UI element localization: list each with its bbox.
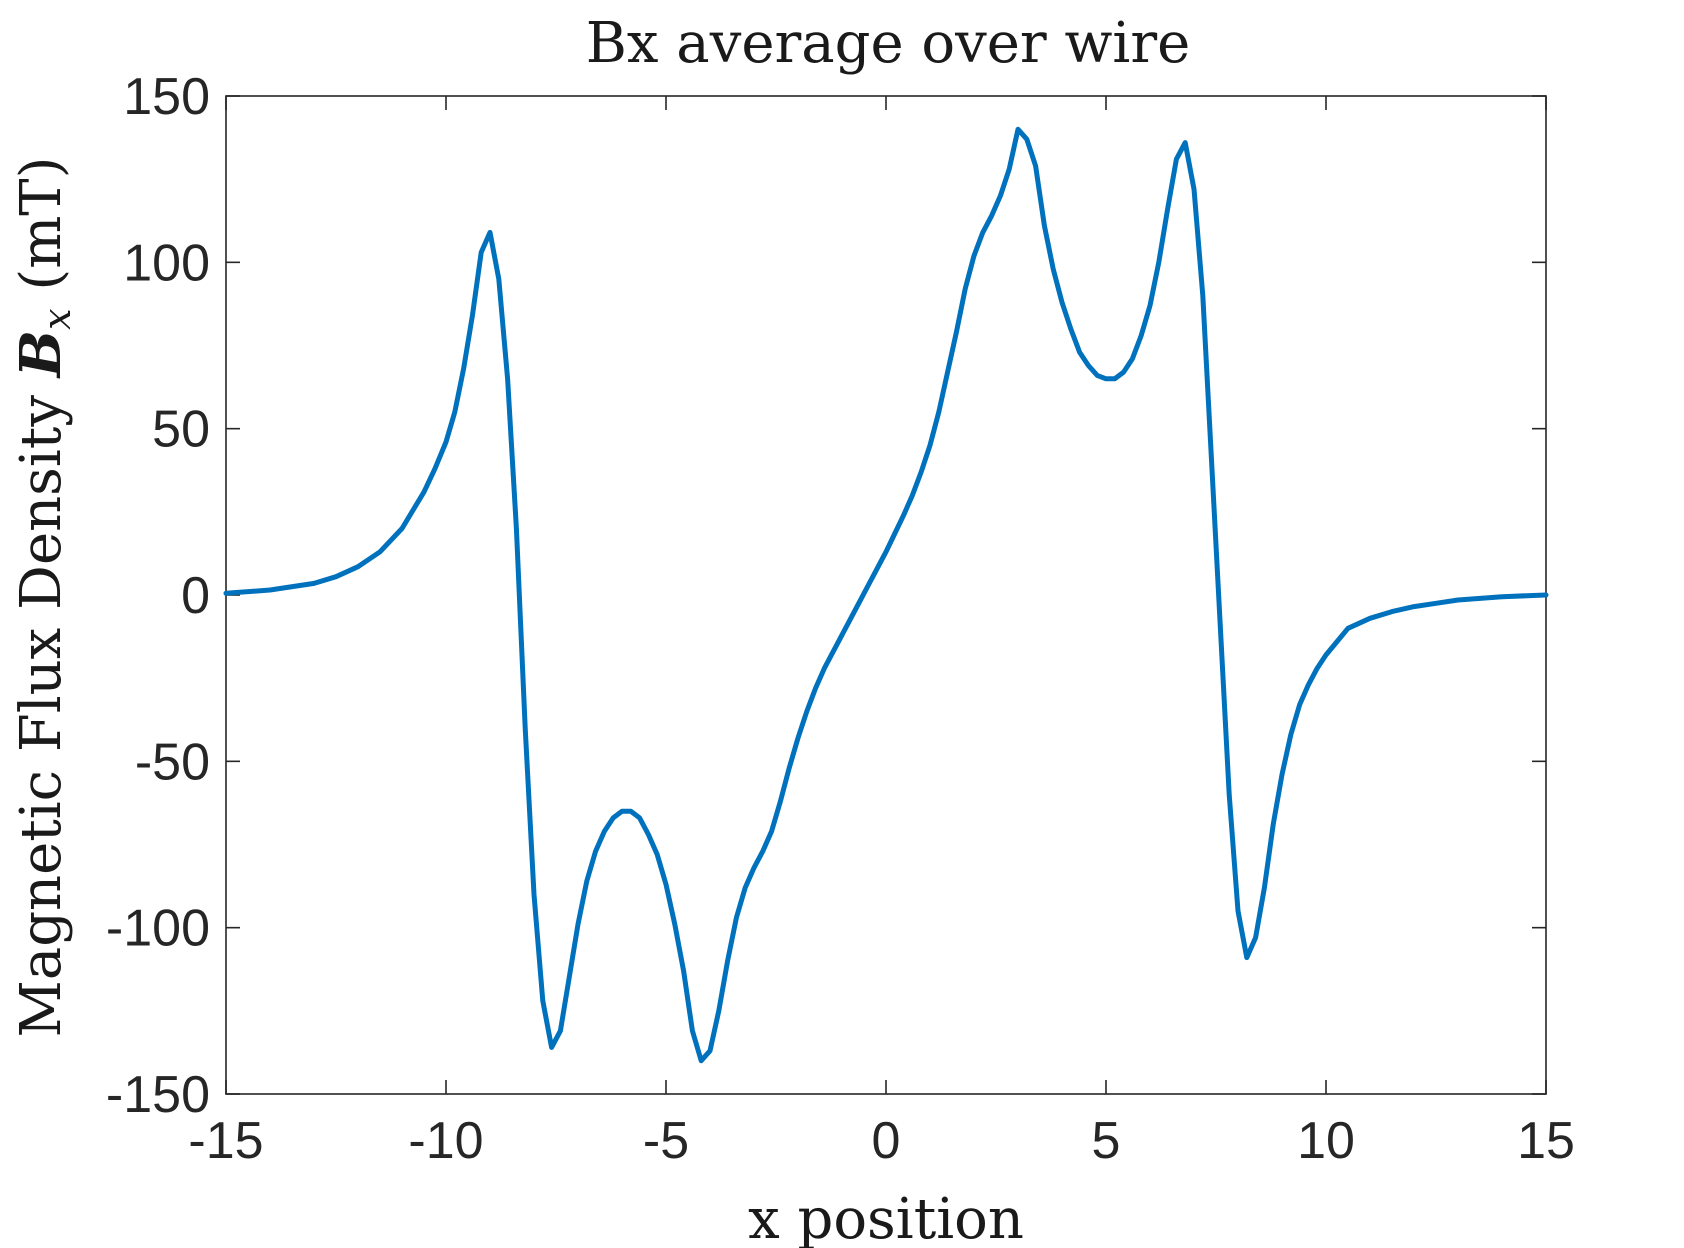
x-tick-label: -5 — [643, 1112, 689, 1170]
y-axis-label-symbol: B — [8, 330, 74, 379]
x-tick-label: 0 — [872, 1112, 901, 1170]
series-line — [223, 126, 1549, 1064]
x-axis-ticks: -15 -10 -5 0 5 10 15 — [188, 96, 1575, 1170]
x-tick-label: -15 — [188, 1112, 263, 1170]
x-tick-label: 10 — [1297, 1112, 1355, 1170]
y-axis-label: Magnetic Flux Density Bx (mT) — [8, 156, 79, 1037]
y-tick-label: 0 — [181, 567, 210, 625]
plot-area — [225, 95, 1547, 1095]
chart-title: Bx average over wire — [586, 11, 1190, 76]
y-tick-label: 50 — [152, 401, 210, 459]
y-tick-label: 100 — [123, 234, 210, 292]
x-axis-label: x position — [748, 1187, 1024, 1248]
y-axis-label-unit: (mT) — [9, 156, 74, 290]
x-tick-label: 5 — [1092, 1112, 1121, 1170]
x-tick-label: 15 — [1517, 1112, 1575, 1170]
y-tick-label: -50 — [135, 733, 210, 791]
y-tick-label: -100 — [106, 900, 210, 958]
y-tick-label: -150 — [106, 1066, 210, 1124]
y-axis-label-prefix: Magnetic Flux Density — [9, 395, 74, 1038]
plot-border — [225, 95, 1547, 1095]
y-tick-label: 150 — [123, 68, 210, 126]
y-axis-ticks: 150 100 50 0 -50 -100 -150 — [106, 68, 1546, 1124]
x-tick-label: -10 — [408, 1112, 483, 1170]
y-axis-label-subscript: x — [35, 308, 79, 329]
